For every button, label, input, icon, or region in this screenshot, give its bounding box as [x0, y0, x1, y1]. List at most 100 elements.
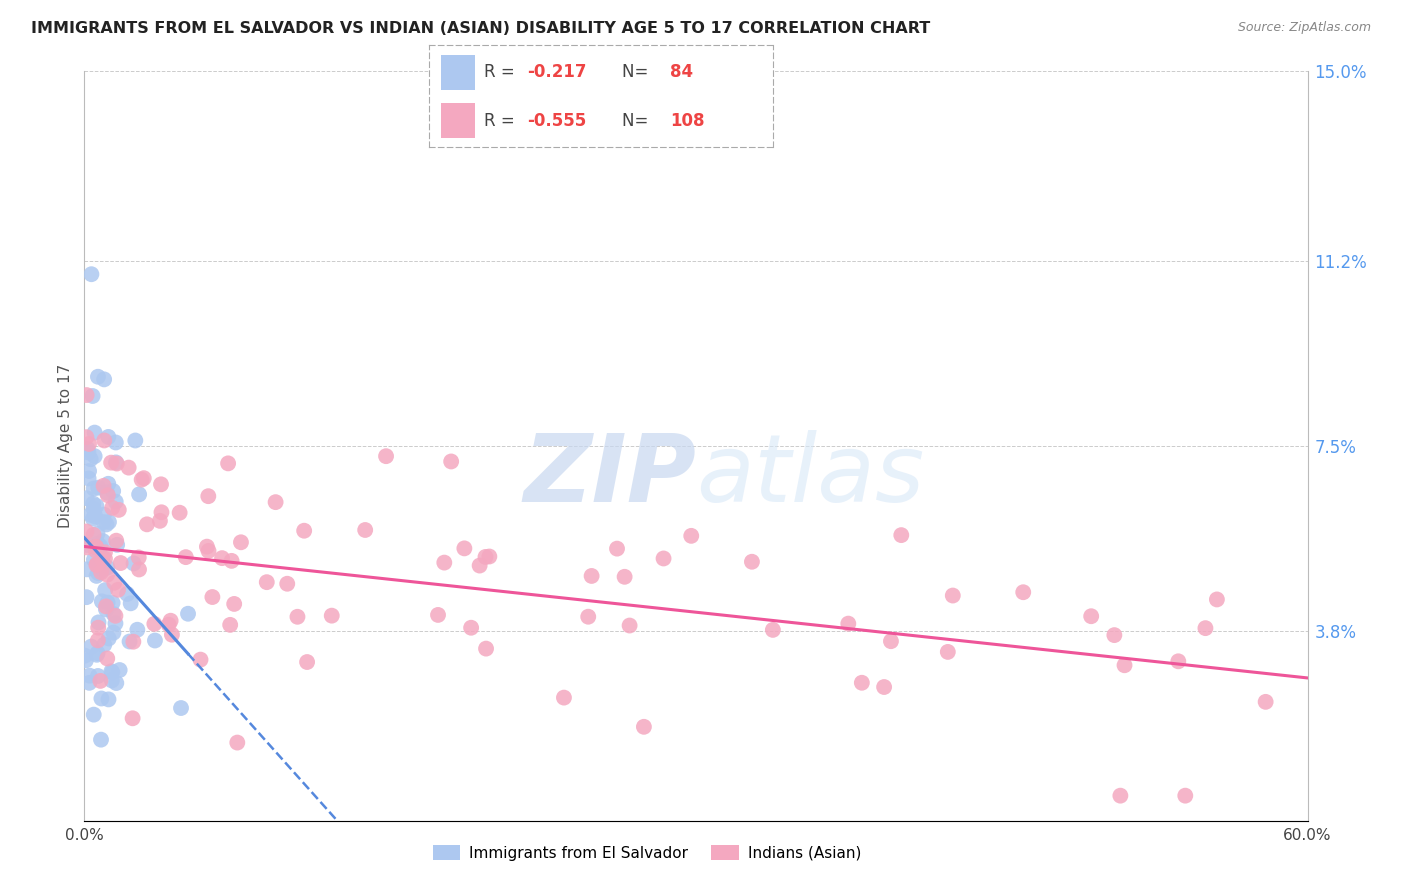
- Point: [75, 541, 97, 555]
- Point: [93, 434, 115, 448]
- Point: [77, 445, 100, 459]
- Point: [741, 555, 763, 569]
- Point: [87, 537, 110, 551]
- Point: [169, 506, 191, 520]
- Point: [73, 648, 96, 663]
- Point: [83, 425, 105, 440]
- Point: [120, 596, 142, 610]
- Point: [131, 473, 153, 487]
- Point: [80, 508, 103, 522]
- Point: [84, 543, 107, 558]
- Text: R =: R =: [484, 63, 520, 81]
- Point: [86, 499, 108, 513]
- Point: [149, 514, 172, 528]
- Point: [87, 669, 110, 683]
- Point: [128, 550, 150, 565]
- Point: [157, 617, 180, 632]
- Point: [79, 452, 101, 467]
- Point: [93, 479, 115, 493]
- Point: [76, 590, 98, 604]
- Text: -0.217: -0.217: [527, 63, 586, 81]
- Point: [84, 540, 107, 554]
- Point: [321, 608, 343, 623]
- Point: [619, 618, 641, 632]
- Point: [93, 508, 115, 522]
- Point: [174, 550, 197, 565]
- Point: [89, 561, 111, 575]
- Point: [128, 487, 150, 501]
- Point: [97, 488, 120, 502]
- Point: [77, 471, 100, 485]
- Point: [652, 551, 675, 566]
- Point: [837, 616, 859, 631]
- Point: [87, 566, 110, 581]
- Point: [276, 576, 298, 591]
- FancyBboxPatch shape: [441, 103, 475, 138]
- Point: [936, 645, 959, 659]
- Point: [478, 549, 501, 564]
- Point: [475, 641, 498, 656]
- Point: [80, 640, 103, 654]
- Point: [201, 590, 224, 604]
- Text: atlas: atlas: [696, 431, 924, 522]
- Point: [87, 615, 110, 630]
- Point: [150, 505, 173, 519]
- Point: [84, 509, 107, 524]
- Point: [101, 673, 124, 688]
- Point: [87, 481, 110, 495]
- Point: [94, 545, 117, 559]
- Point: [1109, 789, 1132, 803]
- Text: R =: R =: [484, 112, 520, 129]
- Point: [633, 720, 655, 734]
- Point: [93, 638, 115, 652]
- Text: 84: 84: [671, 63, 693, 81]
- Point: [553, 690, 575, 705]
- Point: [427, 607, 450, 622]
- Point: [880, 634, 903, 648]
- Point: [97, 476, 120, 491]
- Point: [103, 575, 125, 590]
- Point: [143, 616, 166, 631]
- Point: [460, 621, 482, 635]
- Point: [1254, 695, 1277, 709]
- Legend: Immigrants from El Salvador, Indians (Asian): Immigrants from El Salvador, Indians (As…: [426, 839, 868, 867]
- Point: [613, 570, 636, 584]
- Point: [101, 596, 124, 610]
- Point: [76, 524, 98, 539]
- Point: [94, 602, 117, 616]
- Point: [103, 607, 125, 621]
- Point: [104, 494, 127, 508]
- Point: [453, 541, 475, 556]
- Point: [100, 665, 122, 679]
- FancyBboxPatch shape: [441, 55, 475, 90]
- Point: [93, 515, 115, 529]
- Point: [287, 609, 309, 624]
- Point: [105, 457, 128, 471]
- Point: [86, 648, 108, 662]
- Point: [354, 523, 377, 537]
- Point: [762, 623, 785, 637]
- Point: [132, 471, 155, 485]
- Point: [101, 500, 124, 515]
- Point: [77, 437, 100, 451]
- Point: [96, 560, 118, 574]
- Point: [87, 369, 110, 384]
- Point: [79, 676, 101, 690]
- Point: [942, 589, 965, 603]
- Point: [143, 633, 166, 648]
- Point: [83, 482, 105, 496]
- Point: [77, 464, 100, 478]
- Text: ZIP: ZIP: [523, 430, 696, 522]
- Point: [90, 566, 112, 580]
- Point: [90, 691, 112, 706]
- Text: 108: 108: [671, 112, 704, 129]
- Point: [96, 517, 118, 532]
- Point: [295, 655, 318, 669]
- Point: [105, 538, 128, 552]
- Point: [433, 556, 456, 570]
- Point: [128, 562, 150, 576]
- Point: [581, 569, 603, 583]
- Point: [890, 528, 912, 542]
- Point: [89, 540, 111, 554]
- Text: Source: ZipAtlas.com: Source: ZipAtlas.com: [1237, 21, 1371, 35]
